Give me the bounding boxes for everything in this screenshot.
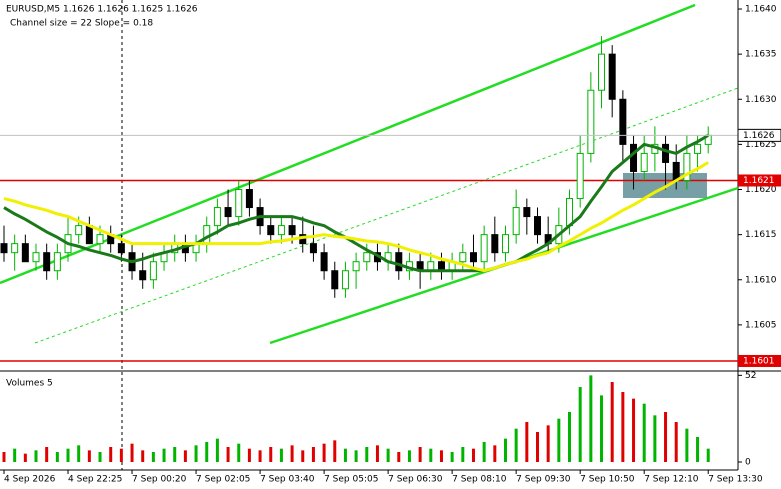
y-tick-label: 1.1630 [745, 95, 777, 105]
candle-body [11, 243, 19, 254]
y-tick-label: 1.1625 [745, 140, 777, 150]
level-label: 1.1601 [743, 356, 775, 366]
chart-subtitle: Channel size = 22 Slope = 0.18 [10, 19, 153, 29]
last-price-box [737, 128, 781, 142]
candle-body [640, 152, 648, 172]
candle-body [117, 243, 125, 254]
candle-body [576, 152, 584, 200]
level-label-box [738, 354, 781, 367]
candle-body [598, 53, 606, 91]
candle-body [331, 270, 339, 290]
candle-body [363, 252, 371, 263]
candle-body [288, 225, 296, 236]
candle-body [491, 234, 499, 254]
candle-body [459, 252, 467, 263]
level-label-box [738, 174, 781, 187]
x-tick-label: 7 Sep 13:30 [708, 475, 763, 485]
channel-middle [34, 87, 739, 344]
candle-body [32, 252, 40, 263]
candle-body [619, 98, 627, 145]
candle-body [587, 89, 595, 154]
candle-body [245, 189, 253, 209]
candle-body [53, 252, 61, 272]
candle-body [320, 252, 328, 272]
volume-title: Volumes 5 [6, 379, 53, 389]
candle-body [395, 252, 403, 272]
candle-body [469, 252, 477, 263]
candle-body [213, 207, 221, 227]
last-price-label: 1.1626 [743, 131, 775, 141]
moving-average [3, 134, 709, 273]
x-tick-label: 7 Sep 06:30 [388, 475, 443, 485]
candle-body [235, 189, 243, 218]
moving-average [3, 161, 709, 273]
candle-body [683, 152, 691, 181]
candle-body [352, 261, 360, 272]
x-tick-label: 7 Sep 10:50 [580, 475, 635, 485]
candle-body [630, 143, 638, 172]
y-tick-label: 1.1610 [745, 275, 777, 285]
candle-body [85, 225, 93, 245]
x-tick-label: 7 Sep 12:10 [644, 475, 699, 485]
y-tick-label: 1.1635 [745, 50, 777, 60]
candle-body [480, 234, 488, 263]
candle-body [309, 243, 317, 254]
candle-body [566, 198, 574, 227]
volume-tick-label: 0 [745, 458, 751, 468]
x-tick-label: 4 Sep 2026 [4, 475, 56, 485]
chart-title: EURUSD,M5 1.1626 1.1626 1.1625 1.1626 [6, 5, 198, 15]
x-tick-label: 7 Sep 03:40 [260, 475, 315, 485]
candle-body [608, 53, 616, 100]
candle-body [662, 143, 670, 163]
candle-body [224, 207, 232, 218]
x-tick-label: 7 Sep 00:20 [132, 475, 187, 485]
volume-tick-label: 52 [745, 371, 756, 381]
y-tick-label: 1.1620 [745, 185, 777, 195]
candle-body [43, 252, 51, 272]
candle-body [534, 216, 541, 236]
x-tick-label: 4 Sep 22:25 [68, 475, 122, 485]
candle-body [21, 243, 29, 263]
x-tick-label: 7 Sep 02:05 [196, 475, 250, 485]
candle-body [512, 207, 520, 236]
candle-body [523, 207, 531, 218]
y-tick-label: 1.1605 [745, 320, 777, 330]
candle-body [139, 270, 147, 281]
y-tick-label: 1.1615 [745, 230, 777, 240]
level-label: 1.1621 [743, 176, 775, 186]
candle-body [149, 261, 157, 281]
candle-body [277, 225, 285, 236]
candle-body [96, 234, 104, 245]
candle-body [0, 243, 8, 254]
candle-body [501, 234, 509, 254]
candle-body [267, 225, 275, 236]
x-tick-label: 7 Sep 05:05 [324, 475, 378, 485]
x-tick-label: 7 Sep 09:30 [516, 475, 571, 485]
candle-body [694, 143, 702, 154]
candle-body [75, 225, 83, 236]
y-tick-label: 1.1640 [745, 5, 777, 15]
candle-body [341, 270, 349, 290]
x-tick-label: 7 Sep 08:10 [452, 475, 507, 485]
